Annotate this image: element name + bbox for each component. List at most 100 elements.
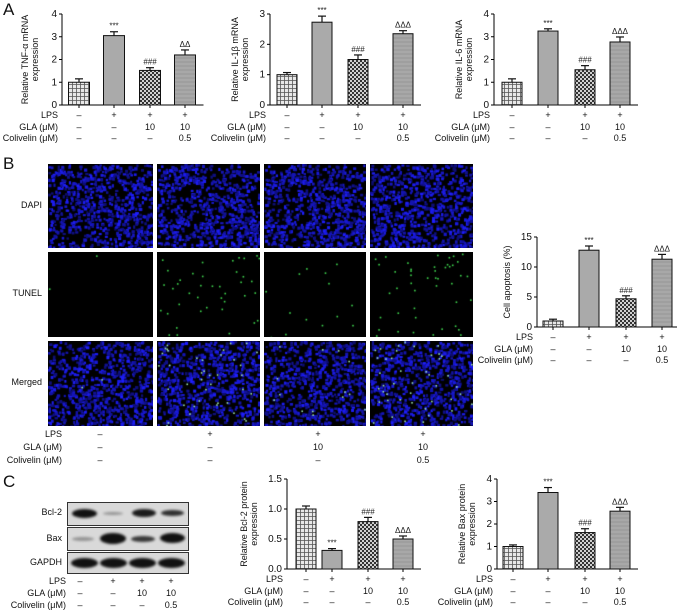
svg-text:###: ###	[361, 507, 375, 516]
condition-value: –	[550, 332, 556, 342]
svg-text:5: 5	[526, 292, 532, 303]
condition-value: 0.5	[613, 133, 627, 143]
svg-text:ΔΔ: ΔΔ	[180, 40, 191, 49]
svg-text:ΔΔΔ: ΔΔΔ	[654, 244, 671, 253]
condition-label: Colivelin (μM)	[477, 355, 533, 365]
condition-value: +	[400, 574, 406, 584]
microscopy-tile	[157, 341, 260, 426]
svg-text:1: 1	[51, 77, 57, 88]
svg-text:***: ***	[327, 539, 336, 548]
condition-value: –	[77, 600, 83, 610]
condition-value: +	[659, 332, 665, 342]
svg-text:4: 4	[486, 474, 492, 485]
svg-text:Relative Bax proteinexpression: Relative Bax proteinexpression	[457, 484, 477, 565]
condition-value: +	[545, 110, 551, 120]
condition-value: +	[582, 574, 588, 584]
svg-text:Relative IL-6 mRNAexpression: Relative IL-6 mRNAexpression	[454, 20, 474, 100]
blot-label-bax: Bax	[46, 533, 62, 543]
condition-label: Colivelin (μM)	[2, 133, 58, 143]
microscopy-tile	[48, 252, 153, 337]
condition-value: 10	[362, 585, 373, 596]
condition-value: –	[77, 576, 83, 586]
condition-label: GLA (μM)	[19, 121, 58, 132]
svg-text:0.0: 0.0	[268, 564, 282, 575]
condition-value: 10	[352, 121, 363, 132]
condition-value: –	[110, 588, 116, 598]
condition-label: Colivelin (μM)	[434, 133, 490, 143]
bar	[574, 532, 596, 570]
condition-value: 10	[614, 121, 625, 132]
svg-text:1: 1	[483, 77, 489, 88]
condition-label: GLA (μM)	[27, 588, 66, 598]
blot-label-bcl-2: Bcl-2	[41, 507, 62, 517]
condition-value: +	[355, 110, 361, 120]
condition-value: +	[365, 574, 371, 584]
condition-value: 10	[620, 343, 631, 354]
svg-text:***: ***	[109, 22, 118, 31]
condition-value: –	[77, 588, 83, 598]
condition-value: –	[110, 600, 116, 610]
svg-text:***: ***	[584, 236, 593, 245]
condition-value: –	[303, 585, 309, 596]
condition-value: –	[111, 121, 117, 132]
row-label-tunel: TUNEL	[12, 288, 42, 298]
condition-value: –	[545, 133, 551, 143]
condition-value: 0.5	[396, 133, 410, 143]
svg-text:1: 1	[259, 70, 265, 81]
condition-value: 10	[144, 121, 155, 132]
condition-label: LPS	[265, 574, 283, 584]
svg-text:###: ###	[578, 56, 592, 65]
condition-label: GLA (μM)	[454, 585, 493, 596]
condition-value: –	[284, 133, 290, 143]
condition-label: LPS	[44, 429, 62, 439]
condition-value: –	[545, 585, 551, 596]
condition-label: LPS	[48, 576, 66, 586]
condition-value: +	[168, 576, 174, 586]
svg-text:1.0: 1.0	[268, 504, 282, 515]
condition-value: –	[303, 574, 309, 584]
svg-text:***: ***	[317, 6, 326, 15]
condition-value: +	[582, 110, 588, 120]
condition-label: GLA (μM)	[494, 343, 533, 354]
condition-value: +	[420, 429, 426, 439]
condition-value: +	[315, 429, 321, 439]
blot-strip-bcl-2	[67, 502, 189, 526]
condition-value: –	[139, 600, 145, 610]
blot-strip-gapdh	[67, 552, 189, 574]
condition-value: 10	[312, 442, 323, 452]
svg-text:3: 3	[486, 497, 492, 508]
condition-value: +	[147, 110, 153, 120]
condition-value: –	[319, 121, 325, 132]
condition-value: –	[319, 133, 325, 143]
svg-text:0: 0	[259, 100, 265, 111]
condition-value: +	[111, 110, 117, 120]
bar	[537, 492, 559, 570]
svg-text:Relative Bcl-2 proteinexpressi: Relative Bcl-2 proteinexpression	[239, 481, 259, 567]
svg-text:2: 2	[483, 55, 489, 66]
svg-text:ΔΔΔ: ΔΔΔ	[395, 21, 412, 30]
svg-text:###: ###	[619, 286, 633, 295]
svg-text:2: 2	[486, 519, 492, 530]
condition-value: –	[97, 442, 103, 452]
row-label-merged: Merged	[11, 377, 42, 387]
svg-text:ΔΔΔ: ΔΔΔ	[395, 526, 412, 535]
svg-text:###: ###	[578, 519, 592, 528]
microscopy-tile	[157, 252, 260, 337]
condition-value: –	[147, 133, 153, 143]
condition-value: –	[586, 355, 592, 365]
condition-value: 0.5	[164, 600, 178, 610]
condition-value: –	[207, 455, 213, 465]
condition-value: –	[550, 343, 556, 354]
condition-value: –	[76, 110, 82, 120]
svg-text:0.5: 0.5	[268, 534, 282, 545]
svg-text:15: 15	[521, 232, 533, 243]
svg-text:3: 3	[259, 9, 265, 20]
condition-value: 0.5	[396, 597, 410, 607]
svg-text:10: 10	[521, 262, 533, 273]
svg-text:3: 3	[51, 32, 57, 43]
condition-value: 0.5	[178, 133, 192, 143]
condition-value: 10	[656, 343, 667, 354]
blot-label-gapdh: GAPDH	[29, 557, 62, 567]
condition-value: –	[97, 429, 103, 439]
microscopy-tile	[264, 252, 366, 337]
